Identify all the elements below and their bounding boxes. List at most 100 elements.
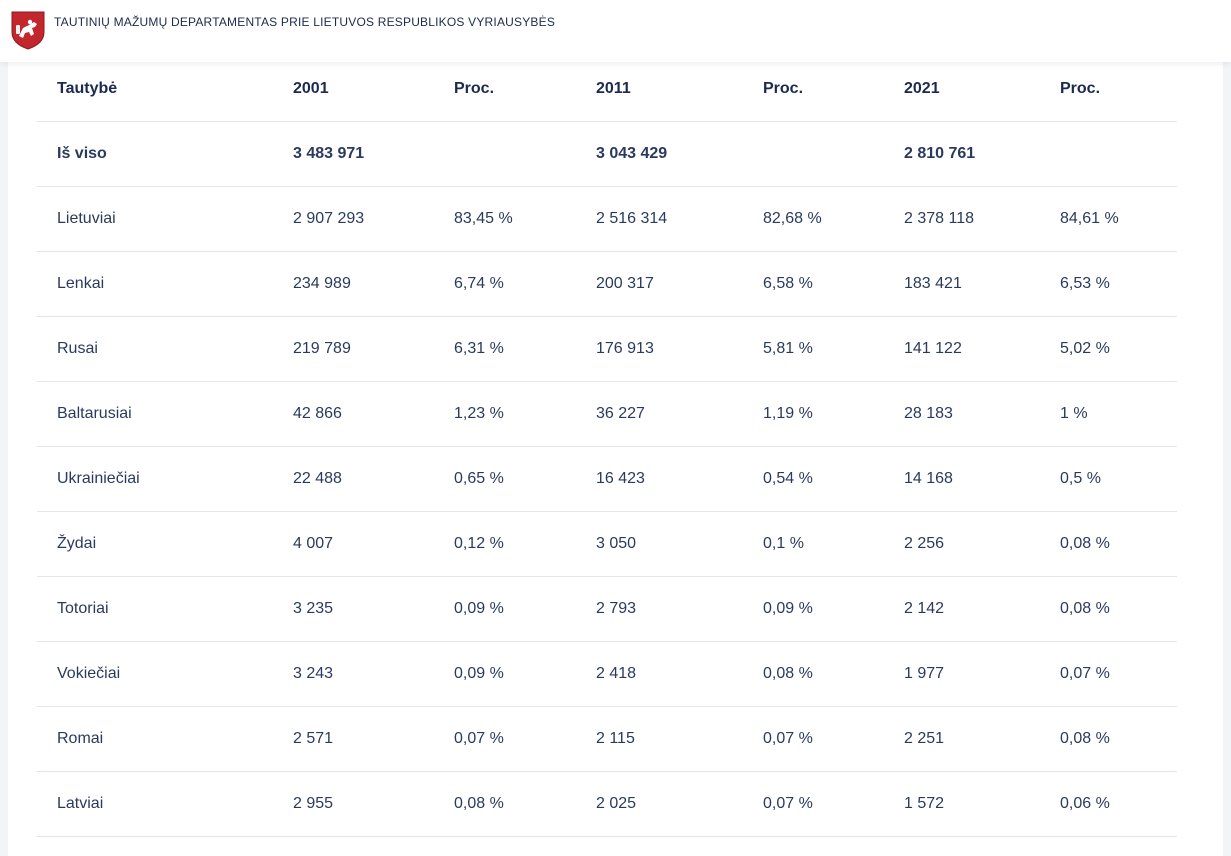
- cell-2011: 2 418: [576, 641, 743, 707]
- cell-2021: 183 421: [884, 251, 1040, 317]
- cell-percent-2011: [743, 121, 884, 187]
- cell-percent-2011: 0,09 %: [743, 576, 884, 642]
- cell-percent-2021: 0,5 %: [1040, 446, 1177, 512]
- table-row: Žydai 4 007 0,12 % 3 050 0,1 % 2 256 0,0…: [37, 511, 1177, 577]
- cell-2011: 2 793: [576, 576, 743, 642]
- cell-2021: 1 977: [884, 641, 1040, 707]
- table-row: Rusai 219 789 6,31 % 176 913 5,81 % 141 …: [37, 316, 1177, 382]
- cell-percent-2001: 6,31 %: [434, 316, 576, 382]
- cell-2011: 2 115: [576, 706, 743, 772]
- cell-percent-2021: 0,08 %: [1040, 511, 1177, 577]
- cell-percent-2021: [1040, 121, 1177, 187]
- site-header: TAUTINIŲ MAŽUMŲ DEPARTAMENTAS PRIE LIETU…: [0, 0, 1231, 62]
- cell-percent-2021: 5,02 %: [1040, 316, 1177, 382]
- cell-2011: 2 025: [576, 771, 743, 837]
- cell-label: Romai: [37, 706, 273, 772]
- content-card: Tautybė 2001 Proc. 2011 Proc. 2021 Proc.…: [8, 56, 1223, 856]
- cell-2001: 234 989: [273, 251, 434, 317]
- table-header-row: Tautybė 2001 Proc. 2011 Proc. 2021 Proc.: [37, 56, 1177, 122]
- table-row: Ukrainiečiai 22 488 0,65 % 16 423 0,54 %…: [37, 446, 1177, 512]
- cell-percent-2011: 0,54 %: [743, 446, 884, 512]
- cell-percent-2021: 0,08 %: [1040, 706, 1177, 772]
- cell-2001: 2 571: [273, 706, 434, 772]
- cell-2001: 3 243: [273, 641, 434, 707]
- cell-percent-2011: 0,1 %: [743, 511, 884, 577]
- cell-2021: 2 256: [884, 511, 1040, 577]
- cell-2001: 3 235: [273, 576, 434, 642]
- cell-percent-2021: 0,08 %: [1040, 576, 1177, 642]
- cell-2011: 200 317: [576, 251, 743, 317]
- cell-2021: 141 122: [884, 316, 1040, 382]
- cell-percent-2001: 0,12 %: [434, 511, 576, 577]
- column-header-percent-2011: Proc.: [743, 56, 884, 122]
- cell-label: Iš viso: [37, 121, 273, 187]
- cell-2021: 2 810 761: [884, 121, 1040, 187]
- cell-2001: 4 007: [273, 511, 434, 577]
- cell-label: Žydai: [37, 511, 273, 577]
- cell-2011: 3 050: [576, 511, 743, 577]
- cell-percent-2021: 6,53 %: [1040, 251, 1177, 317]
- table-row-total: Iš viso 3 483 971 3 043 429 2 810 761: [37, 121, 1177, 187]
- cell-2011: 3 043 429: [576, 121, 743, 187]
- cell-label: Totoriai: [37, 576, 273, 642]
- cell-2001: 3 483 971: [273, 121, 434, 187]
- cell-2001: 219 789: [273, 316, 434, 382]
- cell-label: Lenkai: [37, 251, 273, 317]
- cell-2021: 2 251: [884, 706, 1040, 772]
- cell-2021: 1 572: [884, 771, 1040, 837]
- cell-2011: 36 227: [576, 381, 743, 447]
- cell-percent-2021: 0,07 %: [1040, 641, 1177, 707]
- cell-percent-2021: 0,06 %: [1040, 771, 1177, 837]
- cell-2021: 28 183: [884, 381, 1040, 447]
- cell-label: Ukrainiečiai: [37, 446, 273, 512]
- cell-2001: 2 955: [273, 771, 434, 837]
- cell-percent-2011: 0,07 %: [743, 771, 884, 837]
- column-header-percent-2021: Proc.: [1040, 56, 1177, 122]
- population-table: Tautybė 2001 Proc. 2011 Proc. 2021 Proc.…: [37, 56, 1177, 837]
- cell-2021: 14 168: [884, 446, 1040, 512]
- cell-label: Baltarusiai: [37, 381, 273, 447]
- cell-percent-2011: 0,08 %: [743, 641, 884, 707]
- table-row: Lenkai 234 989 6,74 % 200 317 6,58 % 183…: [37, 251, 1177, 317]
- table-row: Baltarusiai 42 866 1,23 % 36 227 1,19 % …: [37, 381, 1177, 447]
- cell-label: Rusai: [37, 316, 273, 382]
- cell-percent-2011: 0,07 %: [743, 706, 884, 772]
- cell-percent-2001: [434, 121, 576, 187]
- cell-percent-2001: 1,23 %: [434, 381, 576, 447]
- cell-2021: 2 142: [884, 576, 1040, 642]
- cell-percent-2001: 0,09 %: [434, 641, 576, 707]
- cell-percent-2001: 0,65 %: [434, 446, 576, 512]
- cell-percent-2011: 82,68 %: [743, 186, 884, 252]
- table-row: Romai 2 571 0,07 % 2 115 0,07 % 2 251 0,…: [37, 706, 1177, 772]
- table-row: Latviai 2 955 0,08 % 2 025 0,07 % 1 572 …: [37, 771, 1177, 837]
- coat-of-arms-icon[interactable]: [10, 10, 46, 50]
- cell-percent-2021: 84,61 %: [1040, 186, 1177, 252]
- cell-label: Lietuviai: [37, 186, 273, 252]
- table-row: Lietuviai 2 907 293 83,45 % 2 516 314 82…: [37, 186, 1177, 252]
- cell-percent-2001: 0,09 %: [434, 576, 576, 642]
- column-header-2021: 2021: [884, 56, 1040, 122]
- organization-name[interactable]: TAUTINIŲ MAŽUMŲ DEPARTAMENTAS PRIE LIETU…: [54, 15, 556, 29]
- cell-percent-2011: 6,58 %: [743, 251, 884, 317]
- column-header-percent-2001: Proc.: [434, 56, 576, 122]
- cell-percent-2001: 0,08 %: [434, 771, 576, 837]
- column-header-2011: 2011: [576, 56, 743, 122]
- cell-2011: 16 423: [576, 446, 743, 512]
- cell-2001: 22 488: [273, 446, 434, 512]
- cell-2011: 176 913: [576, 316, 743, 382]
- cell-percent-2011: 1,19 %: [743, 381, 884, 447]
- column-header-2001: 2001: [273, 56, 434, 122]
- cell-percent-2011: 5,81 %: [743, 316, 884, 382]
- cell-2011: 2 516 314: [576, 186, 743, 252]
- cell-2001: 2 907 293: [273, 186, 434, 252]
- cell-2021: 2 378 118: [884, 186, 1040, 252]
- cell-2001: 42 866: [273, 381, 434, 447]
- column-header-nationality: Tautybė: [37, 56, 273, 122]
- table-row: Totoriai 3 235 0,09 % 2 793 0,09 % 2 142…: [37, 576, 1177, 642]
- cell-percent-2021: 1 %: [1040, 381, 1177, 447]
- table-row: Vokiečiai 3 243 0,09 % 2 418 0,08 % 1 97…: [37, 641, 1177, 707]
- cell-percent-2001: 0,07 %: [434, 706, 576, 772]
- cell-percent-2001: 83,45 %: [434, 186, 576, 252]
- cell-label: Latviai: [37, 771, 273, 837]
- cell-percent-2001: 6,74 %: [434, 251, 576, 317]
